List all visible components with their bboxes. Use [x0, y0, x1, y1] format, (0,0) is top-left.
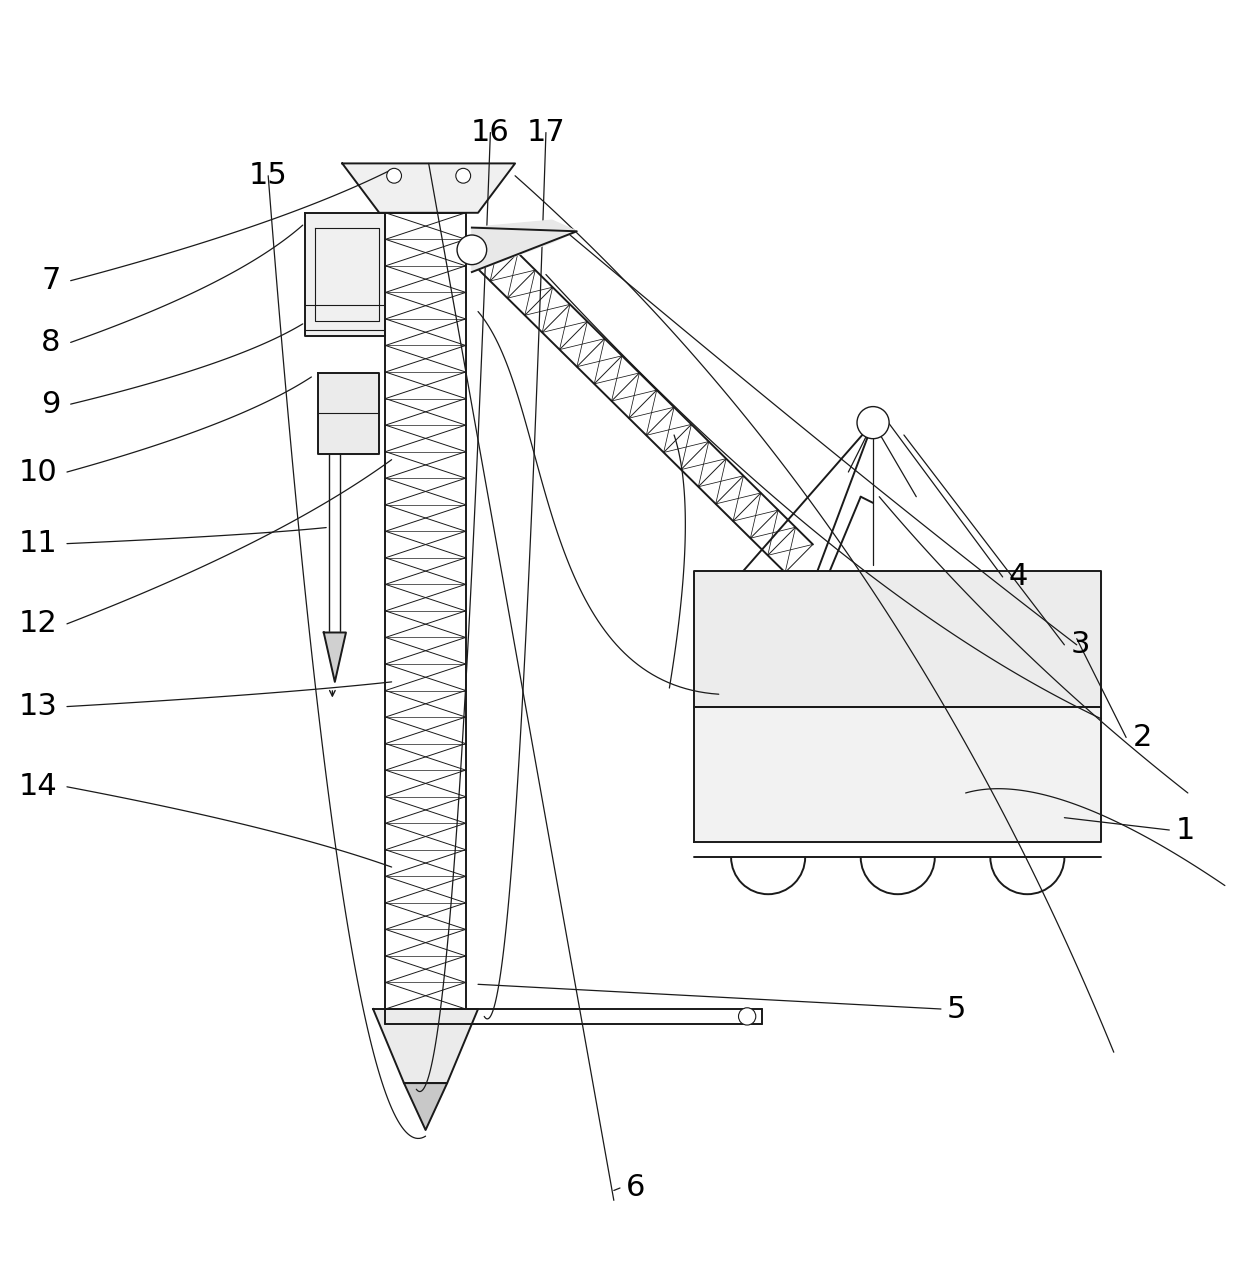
- Text: 5: 5: [947, 994, 966, 1023]
- Polygon shape: [342, 163, 515, 213]
- Circle shape: [456, 168, 471, 183]
- Text: 12: 12: [19, 610, 57, 639]
- Circle shape: [739, 1008, 756, 1025]
- Text: 11: 11: [19, 529, 57, 558]
- Circle shape: [458, 235, 486, 264]
- Text: 2: 2: [1132, 722, 1152, 751]
- Circle shape: [857, 406, 889, 439]
- Text: 15: 15: [249, 161, 288, 190]
- Text: 3: 3: [1070, 630, 1090, 659]
- Polygon shape: [324, 632, 346, 682]
- Text: 10: 10: [19, 458, 57, 487]
- Polygon shape: [472, 220, 577, 272]
- Text: 13: 13: [19, 692, 57, 721]
- Text: 16: 16: [471, 118, 510, 147]
- Polygon shape: [694, 571, 1101, 707]
- Polygon shape: [694, 707, 1101, 842]
- Circle shape: [387, 168, 402, 183]
- Text: 6: 6: [626, 1174, 646, 1203]
- Polygon shape: [373, 1009, 479, 1083]
- Polygon shape: [305, 213, 386, 336]
- Text: 7: 7: [41, 266, 61, 295]
- Text: 14: 14: [19, 773, 57, 801]
- Polygon shape: [317, 373, 379, 454]
- Text: 9: 9: [41, 390, 61, 419]
- Polygon shape: [404, 1083, 448, 1130]
- Text: 1: 1: [1176, 816, 1195, 845]
- Text: 8: 8: [41, 328, 61, 357]
- Text: 4: 4: [1009, 563, 1028, 592]
- Text: 17: 17: [527, 118, 565, 147]
